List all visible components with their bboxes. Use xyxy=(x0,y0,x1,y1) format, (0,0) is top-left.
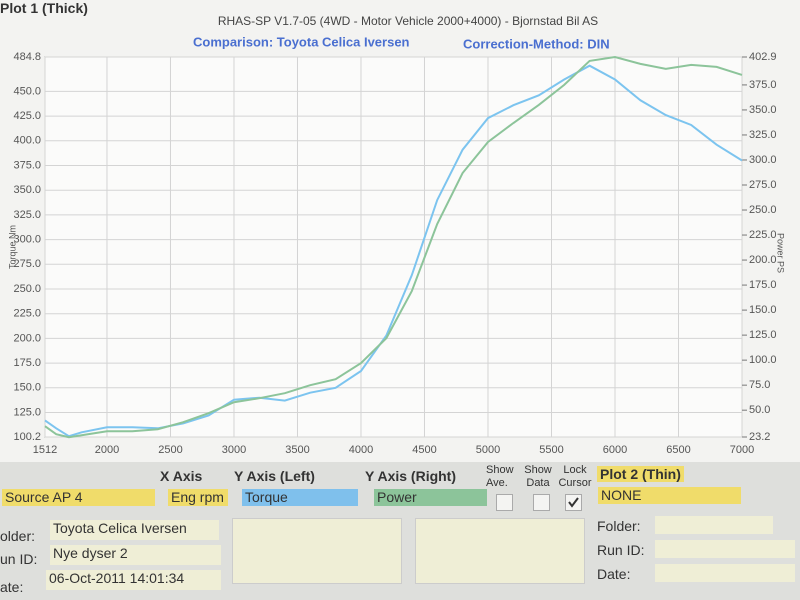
date2-field xyxy=(655,564,795,582)
x-tick-label: 7000 xyxy=(730,444,754,456)
x-tick-label: 1512 xyxy=(33,444,57,456)
y-left-label: Y Axis (Left) xyxy=(234,468,315,484)
y-axis-label: Torque Nm xyxy=(7,225,17,269)
x-tick-label: 6500 xyxy=(666,444,690,456)
y-tick-label: 175.0 xyxy=(13,357,41,369)
y2-axis-label: Power PS xyxy=(776,233,786,273)
plot1-source[interactable]: Source AP 4 xyxy=(2,489,155,506)
y-tick-label: 125.0 xyxy=(13,406,41,418)
chart-title: Comparison: Toyota Celica Iversen xyxy=(193,34,410,49)
run-label: un ID: xyxy=(0,551,38,567)
y-tick-label: 300.0 xyxy=(13,233,41,245)
x-tick-label: 5000 xyxy=(476,444,500,456)
y2-tick-label: 250.0 xyxy=(749,204,777,216)
y2-tick-label: 200.0 xyxy=(749,254,777,266)
y2-tick-label: 50.0 xyxy=(749,404,770,416)
app-title: RHAS-SP V1.7-05 (4WD - Motor Vehicle 200… xyxy=(218,14,598,28)
x-axis-label: X Axis xyxy=(160,468,203,484)
y-tick-label: 484.8 xyxy=(13,51,41,63)
x-tick-label: 6000 xyxy=(603,444,627,456)
plot2-label: Plot 2 (Thin) xyxy=(597,466,684,482)
y2-tick-label: 402.9 xyxy=(749,51,777,63)
y2-tick-label: 100.0 xyxy=(749,354,777,366)
show-ave-checkbox[interactable] xyxy=(496,494,513,511)
y-tick-label: 275.0 xyxy=(13,258,41,270)
y-tick-label: 450.0 xyxy=(13,85,41,97)
x-axis-select[interactable]: Eng rpm xyxy=(168,489,228,506)
run-field: Nye dyser 2 xyxy=(50,545,221,565)
show-ave-label: Show Ave. xyxy=(486,464,514,489)
folder2-field xyxy=(655,516,773,534)
series-line xyxy=(44,64,743,438)
chart: RHAS-SP V1.7-05 (4WD - Motor Vehicle 200… xyxy=(0,0,800,462)
y2-tick-label: 23.2 xyxy=(749,431,770,443)
plot-area xyxy=(44,56,743,438)
y2-tick-label: 325.0 xyxy=(749,129,777,141)
y-tick-label: 100.2 xyxy=(13,431,41,443)
show-data-label: Show Data xyxy=(524,464,552,489)
y-tick-label: 200.0 xyxy=(13,332,41,344)
y-tick-label: 350.0 xyxy=(13,184,41,196)
x-tick-label: 3500 xyxy=(285,444,309,456)
check-mark xyxy=(568,497,579,508)
y2-tick-label: 375.0 xyxy=(749,79,777,91)
y2-tick-label: 175.0 xyxy=(749,279,777,291)
y-tick-label: 425.0 xyxy=(13,110,41,122)
y-tick-label: 250.0 xyxy=(13,283,41,295)
plot2-source[interactable]: NONE xyxy=(598,487,741,504)
run2-label: Run ID: xyxy=(597,542,645,558)
series-line xyxy=(44,55,743,439)
notes-box-1 xyxy=(232,518,402,584)
x-tick-label: 2000 xyxy=(95,444,119,456)
date2-label: Date: xyxy=(597,566,631,582)
y-right-label: Y Axis (Right) xyxy=(365,468,457,484)
lock-cursor-checkbox[interactable] xyxy=(565,494,582,511)
folder-field: Toyota Celica Iversen xyxy=(50,520,219,540)
notes-box-2 xyxy=(415,518,585,584)
x-tick-label: 3000 xyxy=(222,444,246,456)
folder-label: older: xyxy=(0,528,36,544)
folder2-label: Folder: xyxy=(597,518,641,534)
plot1-label: Plot 1 (Thick) xyxy=(0,0,88,16)
y-left-select[interactable]: Torque xyxy=(242,489,358,506)
x-tick-label: 2500 xyxy=(158,444,182,456)
run2-field xyxy=(655,540,795,558)
chart-subtitle: Correction-Method: DIN xyxy=(463,36,610,51)
y2-tick-label: 225.0 xyxy=(749,229,777,241)
x-tick-label: 5500 xyxy=(539,444,563,456)
lock-cursor-label: Lock Cursor xyxy=(558,464,592,489)
y2-tick-label: 125.0 xyxy=(749,329,777,341)
y2-tick-label: 300.0 xyxy=(749,154,777,166)
y2-tick-label: 75.0 xyxy=(749,379,770,391)
date-field: 06-Oct-2011 14:01:34 xyxy=(46,570,221,590)
y-right-select[interactable]: Power xyxy=(374,489,487,506)
y2-tick-label: 150.0 xyxy=(749,304,777,316)
x-tick-label: 4500 xyxy=(412,444,436,456)
date-label: ate: xyxy=(0,579,24,595)
show-data-checkbox[interactable] xyxy=(533,494,550,511)
y-tick-label: 150.0 xyxy=(13,382,41,394)
y-tick-label: 325.0 xyxy=(13,209,41,221)
y-tick-label: 400.0 xyxy=(13,135,41,147)
y2-tick-label: 350.0 xyxy=(749,104,777,116)
y2-tick-label: 275.0 xyxy=(749,179,777,191)
y-tick-label: 375.0 xyxy=(13,159,41,171)
x-tick-label: 4000 xyxy=(349,444,373,456)
y-tick-label: 225.0 xyxy=(13,308,41,320)
